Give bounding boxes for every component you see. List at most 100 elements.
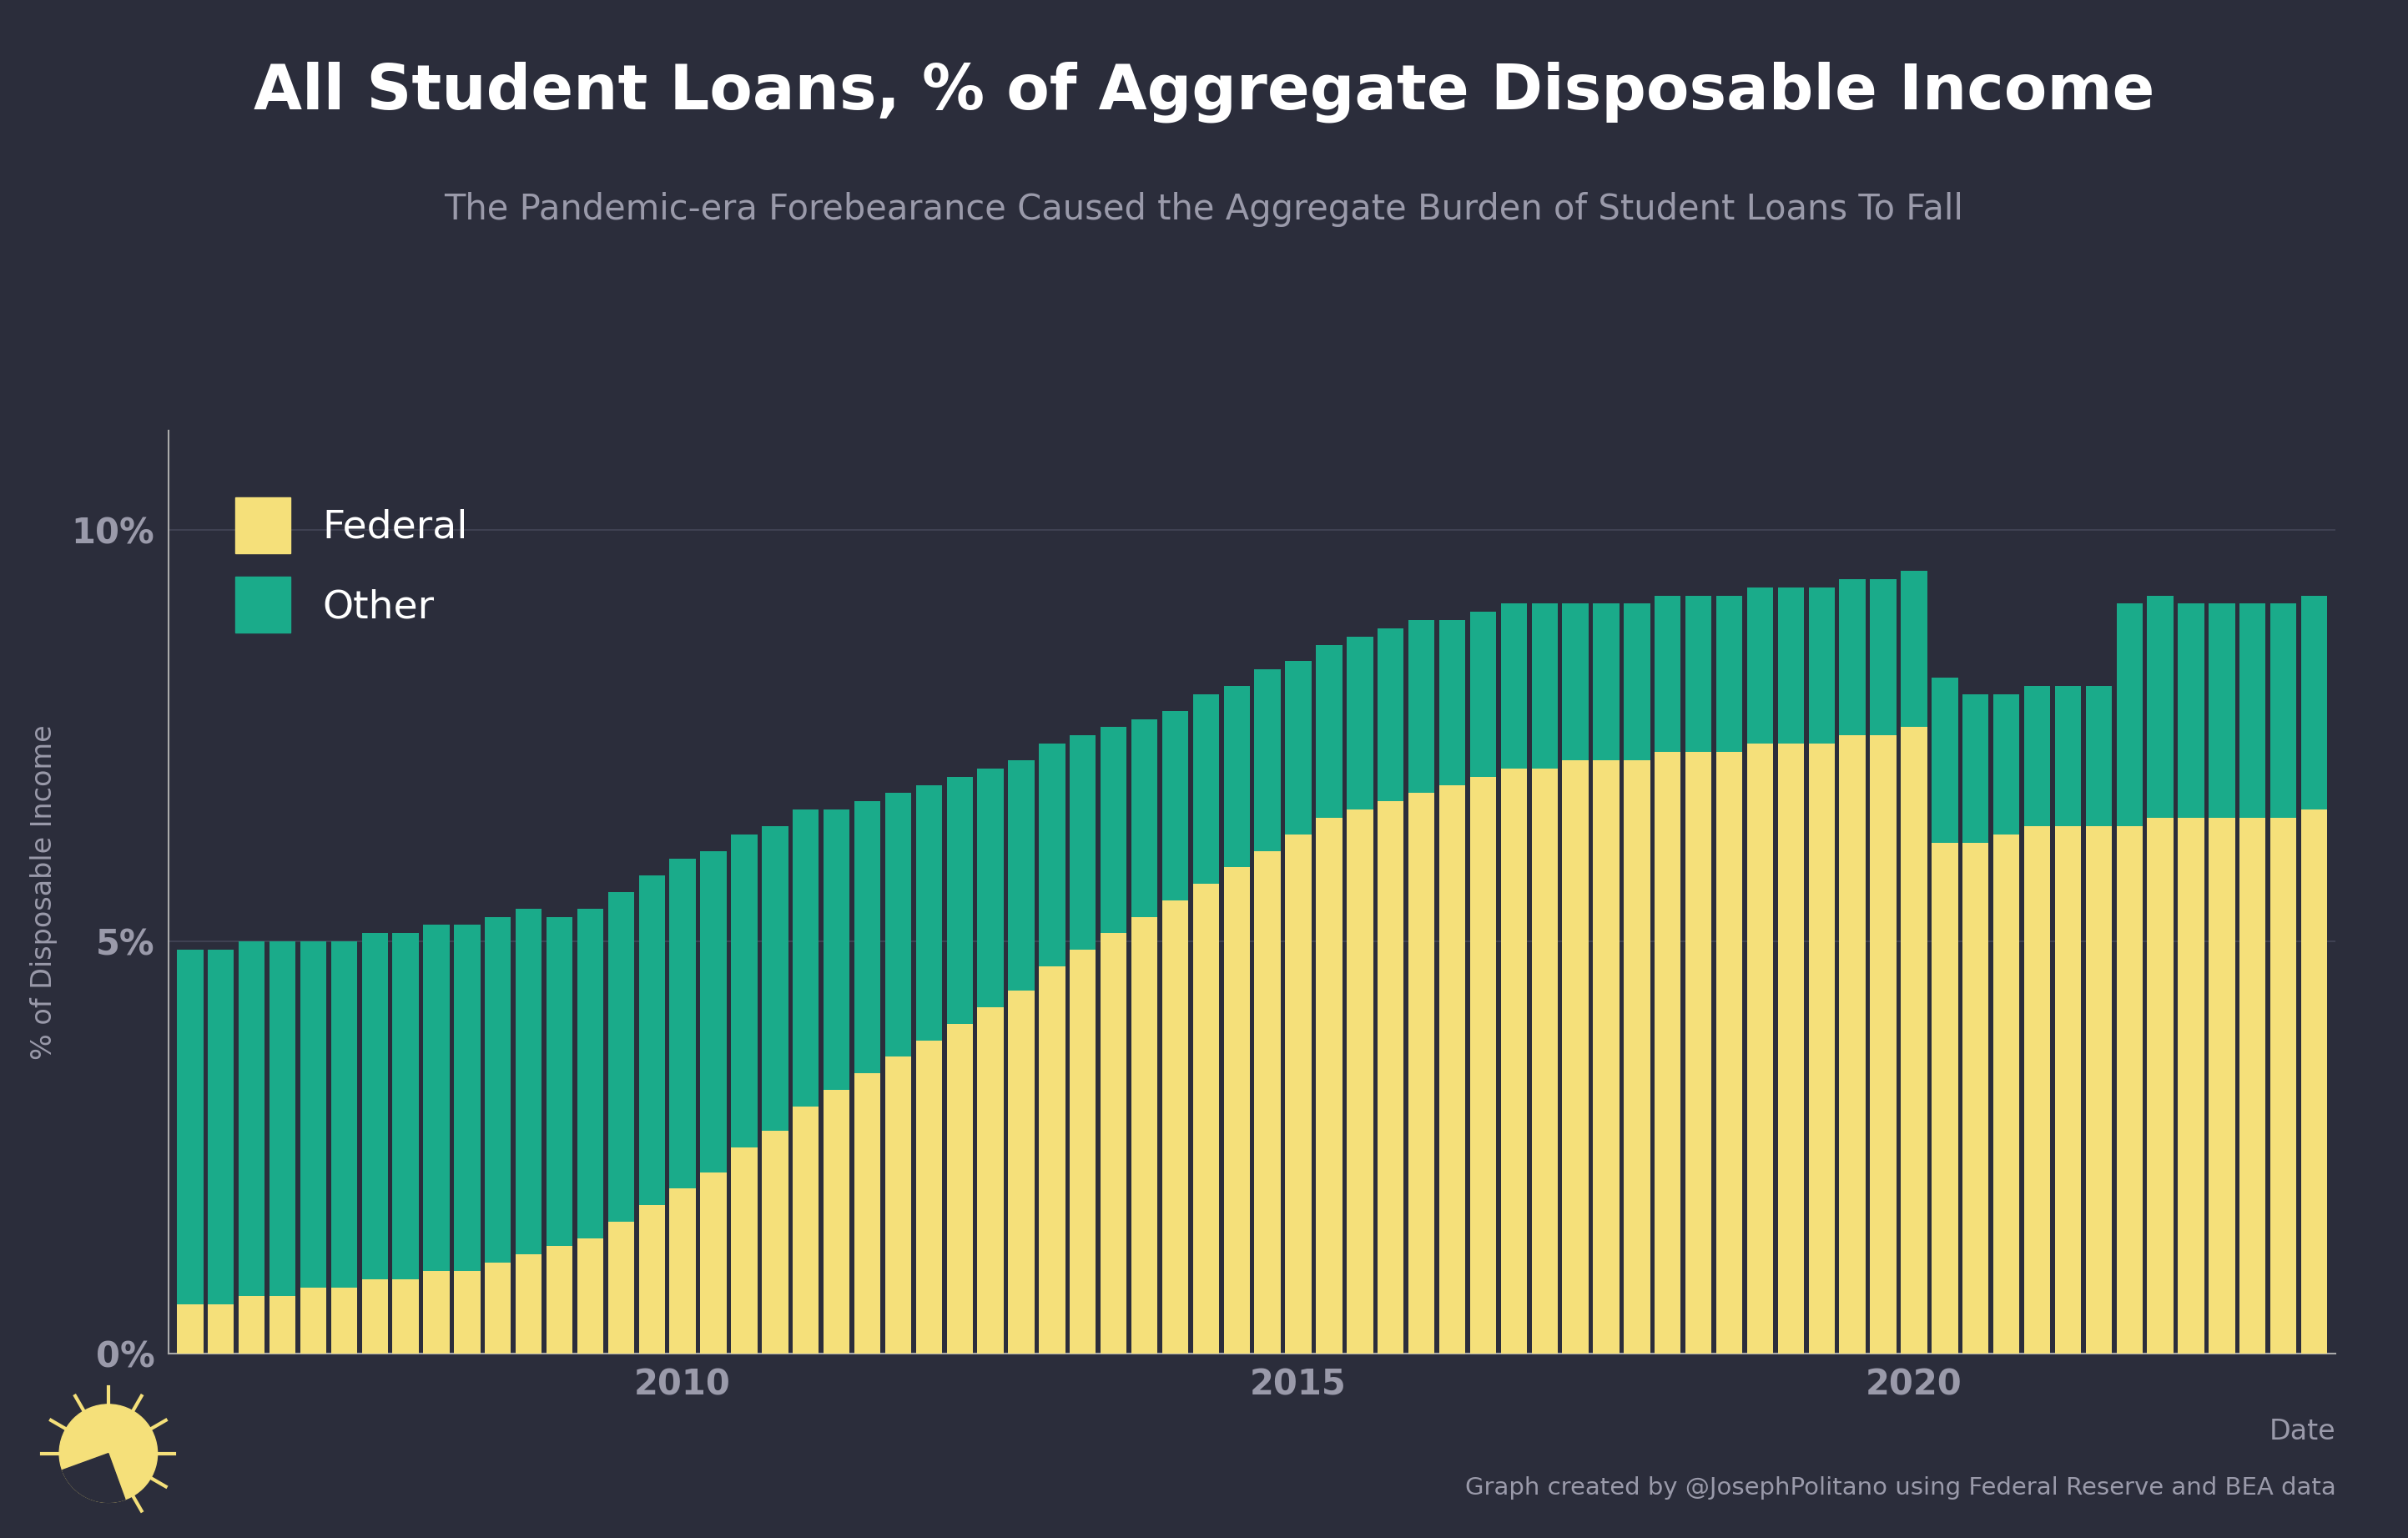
Bar (1563, 760, 1589, 1353)
Bar (2208, 818, 2235, 1353)
Bar (301, 1287, 327, 1353)
Bar (855, 1074, 881, 1353)
Bar (578, 909, 604, 1238)
Bar (361, 934, 388, 1280)
Bar (1317, 818, 1341, 1353)
Bar (1409, 794, 1435, 1353)
Bar (361, 1280, 388, 1353)
Bar (915, 1040, 942, 1353)
Bar (1777, 744, 1804, 1353)
Bar (1132, 917, 1158, 1353)
Bar (1994, 694, 2020, 834)
Legend: Federal, Other: Federal, Other (188, 451, 515, 680)
Bar (1840, 578, 1866, 735)
Bar (1255, 851, 1281, 1353)
Bar (2085, 686, 2112, 826)
Bar (946, 777, 973, 1024)
Bar (515, 1255, 542, 1353)
Bar (1317, 644, 1341, 818)
Bar (2177, 604, 2203, 818)
Bar (1163, 711, 1187, 900)
Bar (178, 1304, 202, 1353)
Bar (1038, 744, 1064, 966)
Bar (792, 809, 819, 1106)
Text: Date: Date (2268, 1418, 2336, 1446)
Bar (2271, 604, 2297, 818)
Bar (638, 1206, 665, 1353)
Bar (2239, 818, 2266, 1353)
Bar (393, 934, 419, 1280)
Bar (2054, 686, 2081, 826)
Bar (1346, 809, 1373, 1353)
Bar (2117, 604, 2143, 826)
Bar (1009, 990, 1035, 1353)
Text: Graph created by @JosephPolitano using Federal Reserve and BEA data: Graph created by @JosephPolitano using F… (1464, 1476, 2336, 1500)
Bar (484, 1263, 510, 1353)
Bar (2271, 818, 2297, 1353)
Bar (669, 860, 696, 1189)
Bar (915, 784, 942, 1040)
Y-axis label: % of Disposable Income: % of Disposable Income (29, 724, 58, 1060)
Bar (2208, 604, 2235, 818)
Bar (1623, 604, 1649, 760)
Circle shape (60, 1404, 157, 1503)
Bar (607, 1221, 633, 1353)
Bar (2302, 595, 2326, 809)
Bar (1440, 784, 1466, 1353)
Bar (1717, 595, 1743, 752)
Text: All Student Loans, % of Aggregate Disposable Income: All Student Loans, % of Aggregate Dispos… (253, 62, 2155, 123)
Bar (1192, 694, 1218, 884)
Bar (484, 917, 510, 1263)
Bar (1469, 777, 1495, 1353)
Bar (638, 875, 665, 1206)
Bar (1808, 744, 1835, 1353)
Bar (1500, 604, 1527, 769)
Bar (1654, 752, 1681, 1353)
Bar (2148, 818, 2174, 1353)
Bar (1963, 694, 1989, 843)
Bar (1686, 752, 1712, 1353)
Bar (2148, 595, 2174, 818)
Bar (669, 1189, 696, 1353)
Bar (393, 1280, 419, 1353)
Bar (1931, 678, 1958, 843)
Bar (1777, 588, 1804, 744)
Bar (207, 949, 234, 1304)
Bar (270, 1295, 296, 1353)
Bar (1686, 595, 1712, 752)
Bar (2239, 604, 2266, 818)
Bar (761, 1130, 787, 1353)
Bar (1286, 834, 1312, 1353)
Bar (455, 1270, 479, 1353)
Bar (1440, 620, 1466, 784)
Bar (1069, 735, 1096, 949)
Bar (2085, 826, 2112, 1353)
Bar (1009, 760, 1035, 990)
Bar (978, 1007, 1004, 1353)
Bar (792, 1106, 819, 1353)
Bar (2025, 826, 2049, 1353)
Bar (1931, 843, 1958, 1353)
Bar (978, 769, 1004, 1007)
Bar (1377, 629, 1404, 801)
Bar (1594, 604, 1618, 760)
Bar (1594, 760, 1618, 1353)
Bar (1531, 769, 1558, 1353)
Bar (1346, 637, 1373, 809)
Bar (238, 1295, 265, 1353)
Bar (2025, 686, 2049, 826)
Bar (1255, 669, 1281, 851)
Bar (1654, 595, 1681, 752)
Bar (1994, 834, 2020, 1353)
Bar (270, 941, 296, 1295)
Bar (886, 794, 910, 1057)
Bar (1038, 966, 1064, 1353)
Bar (732, 834, 756, 1147)
Bar (732, 1147, 756, 1353)
Bar (1069, 949, 1096, 1353)
Bar (2302, 809, 2326, 1353)
Bar (515, 909, 542, 1255)
Bar (1840, 735, 1866, 1353)
Bar (1748, 744, 1772, 1353)
Bar (301, 941, 327, 1287)
